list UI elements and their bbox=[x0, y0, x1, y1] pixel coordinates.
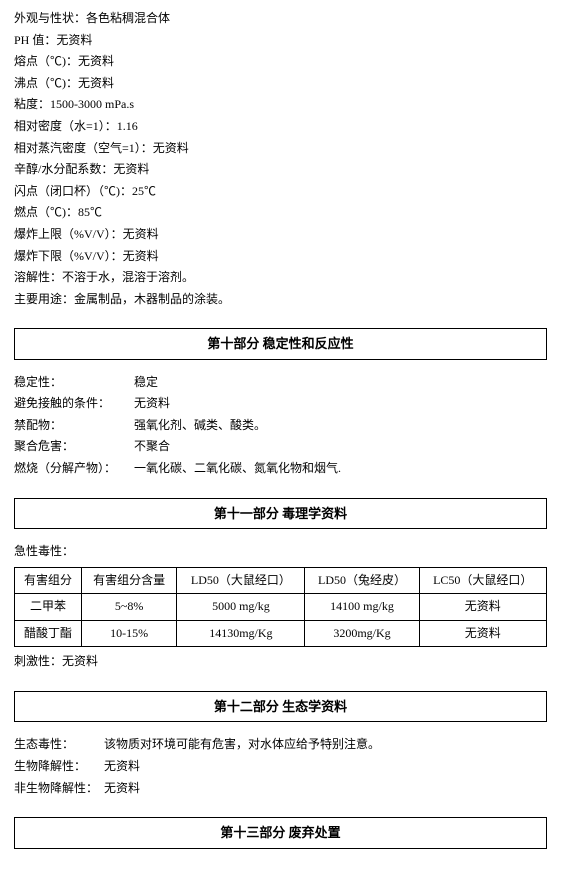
table-cell: 14100 mg/kg bbox=[305, 594, 419, 621]
prop-value: 无资料 bbox=[78, 54, 114, 68]
toxicity-table: 有害组分 有害组分含量 LD50（大鼠经口） LD50（兔经皮） LC50（大鼠… bbox=[14, 567, 547, 648]
section-13-header: 第十三部分 废弃处置 bbox=[14, 817, 547, 848]
kv-value: 不聚合 bbox=[134, 436, 170, 458]
col-header: LC50（大鼠经口） bbox=[419, 567, 546, 594]
table-cell: 3200mg/Kg bbox=[305, 620, 419, 647]
kv-value: 稳定 bbox=[134, 372, 158, 394]
prop-label: 熔点（℃)： bbox=[14, 54, 78, 68]
prop-label: 辛醇/水分配系数： bbox=[14, 162, 113, 176]
section-10-body: 稳定性：稳定 避免接触的条件：无资料 禁配物：强氧化剂、碱类、酸类。 聚合危害：… bbox=[14, 372, 547, 480]
prop-value: 1500-3000 mPa.s bbox=[50, 97, 134, 111]
prop-label: 相对密度（水=1）： bbox=[14, 119, 117, 133]
table-cell: 无资料 bbox=[419, 620, 546, 647]
col-header: 有害组分含量 bbox=[82, 567, 177, 594]
kv-label: 非生物降解性： bbox=[14, 778, 104, 800]
kv-label: 燃烧（分解产物）： bbox=[14, 458, 134, 480]
table-row: 二甲苯 5~8% 5000 mg/kg 14100 mg/kg 无资料 bbox=[15, 594, 547, 621]
prop-value: 无资料 bbox=[56, 33, 92, 47]
table-cell: 14130mg/Kg bbox=[177, 620, 305, 647]
prop-label: 爆炸下限（%V/V）： bbox=[14, 249, 123, 263]
prop-value: 1.16 bbox=[117, 119, 138, 133]
col-header: 有害组分 bbox=[15, 567, 82, 594]
physical-properties: 外观与性状：各色粘稠混合体 PH 值：无资料 熔点（℃)：无资料 沸点（℃)：无… bbox=[14, 8, 547, 310]
prop-value: 金属制品，木器制品的涂装。 bbox=[74, 292, 230, 306]
kv-value: 一氧化碳、二氧化碳、氮氧化物和烟气. bbox=[134, 458, 341, 480]
prop-label: 相对蒸汽密度（空气=1）： bbox=[14, 141, 153, 155]
col-header: LD50（大鼠经口） bbox=[177, 567, 305, 594]
prop-value: 各色粘稠混合体 bbox=[86, 11, 170, 25]
prop-label: 外观与性状： bbox=[14, 11, 86, 25]
kv-label: 生物降解性： bbox=[14, 756, 104, 778]
prop-value: 85℃ bbox=[78, 205, 102, 219]
kv-value: 强氧化剂、碱类、酸类。 bbox=[134, 415, 266, 437]
section-12-body: 生态毒性：该物质对环境可能有危害，对水体应给予特别注意。 生物降解性：无资料 非… bbox=[14, 734, 547, 799]
prop-value: 不溶于水，混溶于溶剂。 bbox=[62, 270, 194, 284]
prop-label: 粘度： bbox=[14, 97, 50, 111]
section-10-header: 第十部分 稳定性和反应性 bbox=[14, 328, 547, 359]
prop-label: 沸点（℃)： bbox=[14, 76, 78, 90]
table-header-row: 有害组分 有害组分含量 LD50（大鼠经口） LD50（兔经皮） LC50（大鼠… bbox=[15, 567, 547, 594]
kv-label: 避免接触的条件： bbox=[14, 393, 134, 415]
section-12-header: 第十二部分 生态学资料 bbox=[14, 691, 547, 722]
prop-value: 无资料 bbox=[113, 162, 149, 176]
kv-label: 生态毒性： bbox=[14, 734, 104, 756]
prop-value: 25℃ bbox=[132, 184, 156, 198]
irritant-value: 无资料 bbox=[62, 654, 98, 668]
irritant-label: 刺激性： bbox=[14, 654, 62, 668]
table-cell: 二甲苯 bbox=[15, 594, 82, 621]
table-cell: 无资料 bbox=[419, 594, 546, 621]
kv-value: 该物质对环境可能有危害，对水体应给予特别注意。 bbox=[104, 734, 380, 756]
table-cell: 10-15% bbox=[82, 620, 177, 647]
prop-label: 主要用途： bbox=[14, 292, 74, 306]
prop-label: 溶解性： bbox=[14, 270, 62, 284]
prop-value: 无资料 bbox=[78, 76, 114, 90]
prop-label: PH 值： bbox=[14, 33, 56, 47]
kv-label: 稳定性： bbox=[14, 372, 134, 394]
table-row: 醋酸丁酯 10-15% 14130mg/Kg 3200mg/Kg 无资料 bbox=[15, 620, 547, 647]
col-header: LD50（兔经皮） bbox=[305, 567, 419, 594]
kv-value: 无资料 bbox=[134, 393, 170, 415]
table-cell: 醋酸丁酯 bbox=[15, 620, 82, 647]
kv-value: 无资料 bbox=[104, 778, 140, 800]
prop-value: 无资料 bbox=[123, 249, 159, 263]
section-11-header: 第十一部分 毒理学资料 bbox=[14, 498, 547, 529]
prop-value: 无资料 bbox=[153, 141, 189, 155]
kv-label: 聚合危害： bbox=[14, 436, 134, 458]
section-11-body: 急性毒性： 有害组分 有害组分含量 LD50（大鼠经口） LD50（兔经皮） L… bbox=[14, 541, 547, 673]
prop-value: 无资料 bbox=[123, 227, 159, 241]
prop-label: 燃点（℃)： bbox=[14, 205, 78, 219]
acute-toxicity-label: 急性毒性： bbox=[14, 541, 547, 563]
prop-label: 爆炸上限（%V/V）： bbox=[14, 227, 123, 241]
kv-label: 禁配物： bbox=[14, 415, 134, 437]
table-cell: 5000 mg/kg bbox=[177, 594, 305, 621]
kv-value: 无资料 bbox=[104, 756, 140, 778]
table-cell: 5~8% bbox=[82, 594, 177, 621]
prop-label: 闪点（闭口杯）（℃)： bbox=[14, 184, 132, 198]
